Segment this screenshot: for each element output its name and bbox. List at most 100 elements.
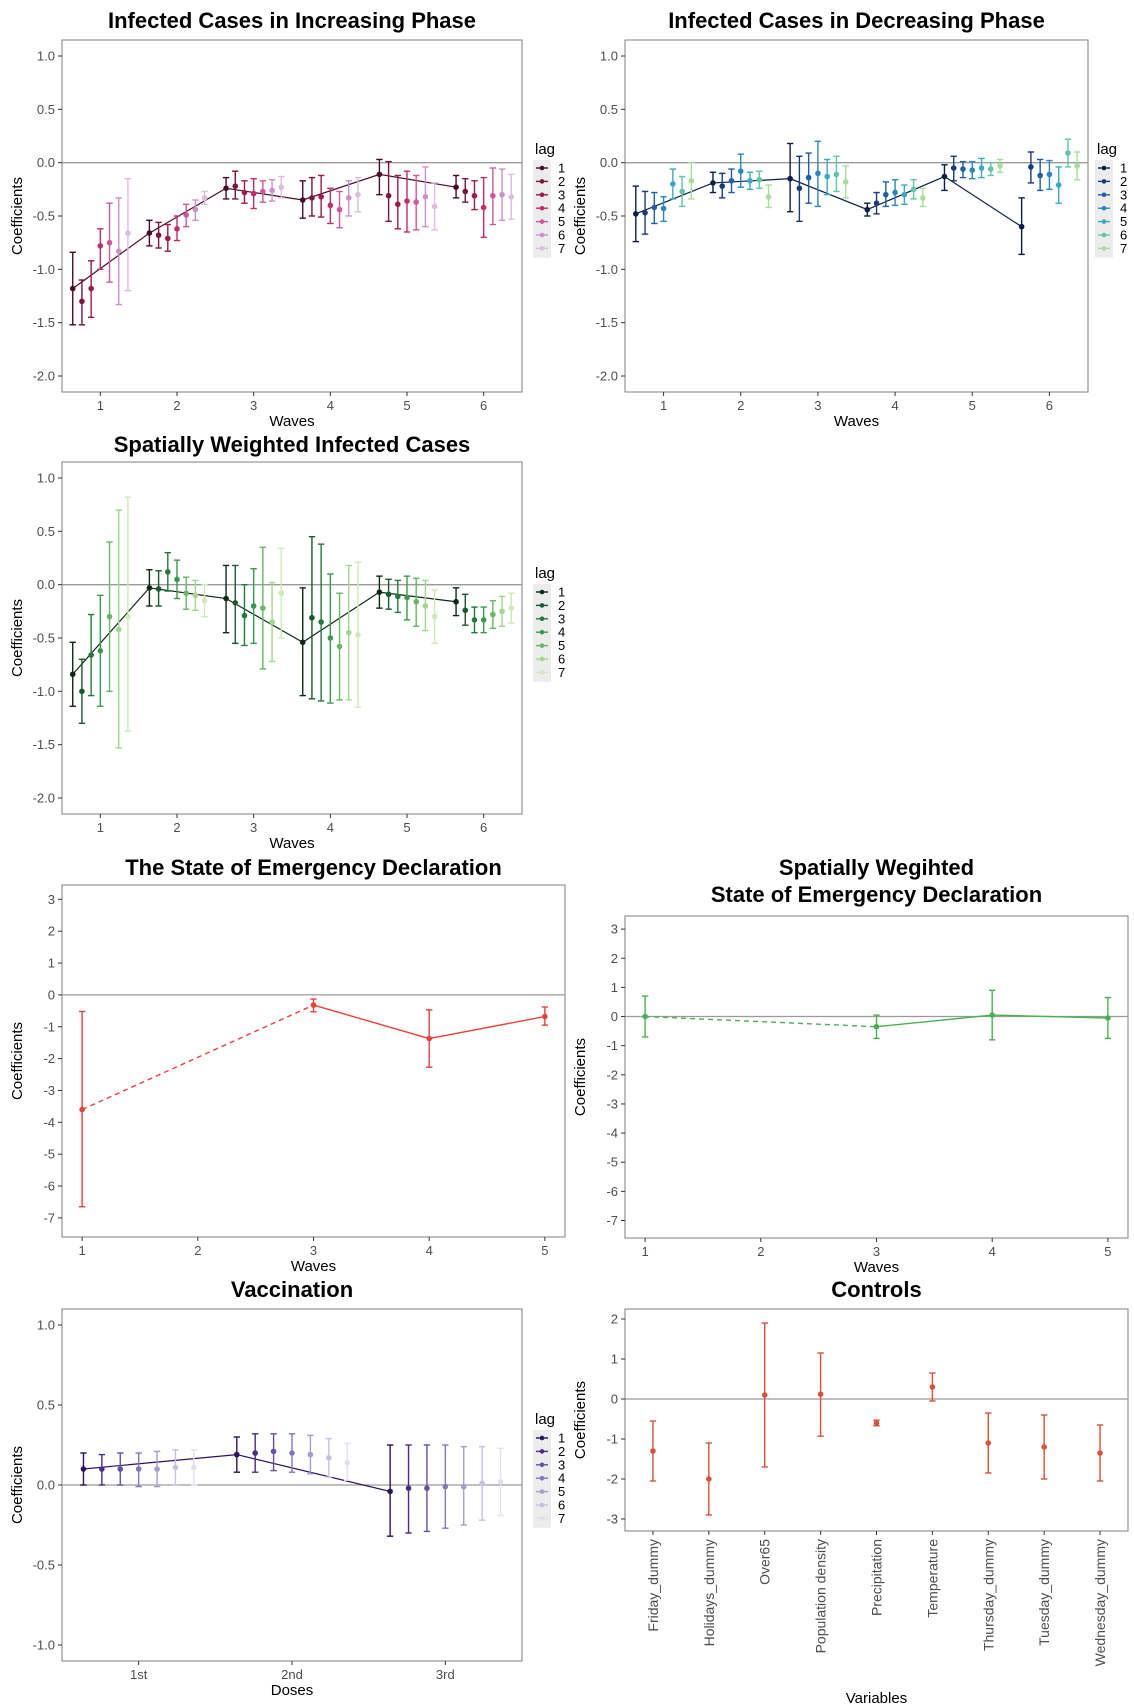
y-tick-label: 1.0 (600, 49, 618, 64)
point (232, 183, 239, 189)
point (873, 200, 880, 206)
y-tick-label: 1 (48, 956, 55, 971)
point (385, 591, 392, 598)
estimate-lag-1 (632, 185, 640, 243)
legend-label: 7 (558, 241, 565, 256)
x-tick-label: 4 (327, 820, 334, 835)
point (395, 201, 401, 208)
point (234, 1451, 240, 1458)
x-tick-label: 3 (873, 1244, 880, 1259)
point (146, 585, 153, 591)
point (796, 185, 803, 192)
point (376, 589, 383, 595)
y-tick-label: -1.0 (596, 262, 618, 277)
estimate-lag-5 (460, 1445, 467, 1526)
point (787, 175, 793, 182)
point (873, 1023, 880, 1030)
point (462, 188, 469, 195)
estimate-lag-7 (765, 184, 772, 209)
legend-label: 2 (558, 174, 565, 189)
estimate-lag-7 (278, 175, 285, 199)
estimate-lag-6 (345, 564, 352, 701)
point (269, 619, 275, 625)
point (997, 163, 1003, 169)
estimate-lag-3 (317, 174, 325, 218)
y-tick-label: 2 (611, 951, 618, 966)
y-tick-label: -0.5 (33, 1558, 55, 1573)
y-tick-label: -6 (43, 1179, 55, 1194)
x-tick-label: 1 (79, 1243, 86, 1258)
legend-key-point (539, 1475, 545, 1481)
x-tick-label: Tuesday_dummy (1036, 1539, 1052, 1646)
point (318, 619, 324, 625)
x-tick-label: 5 (403, 398, 410, 413)
panel-title: State of Emergency Declaration (711, 882, 1042, 907)
estimate-lag-4 (173, 215, 181, 242)
y-tick-label: 3 (611, 922, 618, 937)
y-tick-label: 0.0 (37, 1478, 55, 1493)
estimate-lag-7 (1073, 151, 1081, 181)
point (1097, 1450, 1103, 1456)
point (1037, 172, 1043, 179)
y-tick-label: 2 (611, 1312, 618, 1327)
point (453, 598, 459, 605)
point (309, 195, 315, 201)
point (326, 1455, 332, 1461)
point (1105, 1015, 1111, 1021)
trend-segment (81, 1004, 314, 1111)
y-tick-label: 0.5 (600, 102, 618, 117)
estimate-2 (761, 1322, 768, 1468)
estimate-lag-3 (1036, 158, 1044, 192)
point (824, 173, 830, 180)
point (426, 1035, 432, 1042)
legend-label: 7 (558, 1511, 565, 1526)
estimate-lag-2 (308, 535, 316, 700)
trend-segment (876, 1014, 993, 1028)
y-axis-label: Coefficients (572, 1381, 589, 1459)
point (1018, 223, 1025, 230)
point (355, 191, 361, 198)
estimate-8 (1096, 1424, 1104, 1482)
point (106, 613, 113, 620)
y-tick-label: 1.0 (37, 471, 55, 486)
point (278, 184, 285, 190)
legend-key-point (539, 219, 545, 224)
estimate-lag-4 (327, 187, 334, 225)
x-tick-label: Precipitation (869, 1539, 885, 1616)
estimate-lag-4 (288, 1433, 296, 1473)
estimate-lag-4 (442, 1444, 449, 1529)
estimate-lag-3 (87, 260, 95, 319)
x-tick-label: 1 (97, 820, 104, 835)
point (960, 166, 966, 172)
point (115, 626, 122, 633)
estimate-lag-2 (719, 172, 726, 199)
y-tick-label: 1.0 (37, 1318, 55, 1333)
estimate-lag-3 (805, 152, 812, 204)
panel-title: Infected Cases in Decreasing Phase (668, 8, 1045, 33)
x-tick-label: Friday_dummy (645, 1539, 661, 1632)
point (154, 1466, 160, 1472)
y-axis-label: Coefficients (572, 177, 589, 255)
legend-title: lag (535, 565, 555, 582)
y-tick-label: -1.5 (33, 315, 55, 330)
point (241, 612, 248, 619)
estimate-lag-7 (842, 165, 849, 199)
point (289, 1450, 295, 1456)
x-tick-label: 2 (173, 398, 180, 413)
estimate-lag-6 (268, 179, 276, 202)
x-tick-label: Thursday_dummy (980, 1539, 996, 1651)
estimate-wave-5 (1104, 996, 1112, 1040)
estimate-lag-7 (278, 547, 285, 639)
y-tick-label: -1.0 (33, 684, 55, 699)
estimate-lag-1 (376, 575, 383, 609)
x-axis-label: Waves (854, 1259, 899, 1276)
legend-key-point (539, 165, 545, 171)
point (920, 195, 926, 201)
estimate-lag-5 (413, 577, 420, 627)
point (633, 211, 639, 217)
estimate-wave-5 (541, 1006, 549, 1026)
y-tick-label: -3 (43, 1083, 55, 1098)
estimate-lag-3 (164, 223, 171, 252)
y-axis-label: Coefficients (9, 599, 26, 677)
panel-vac: Vaccination 1.0 0.5 0.0 -0.5 -1.0 Coefficients… (9, 1277, 523, 1699)
